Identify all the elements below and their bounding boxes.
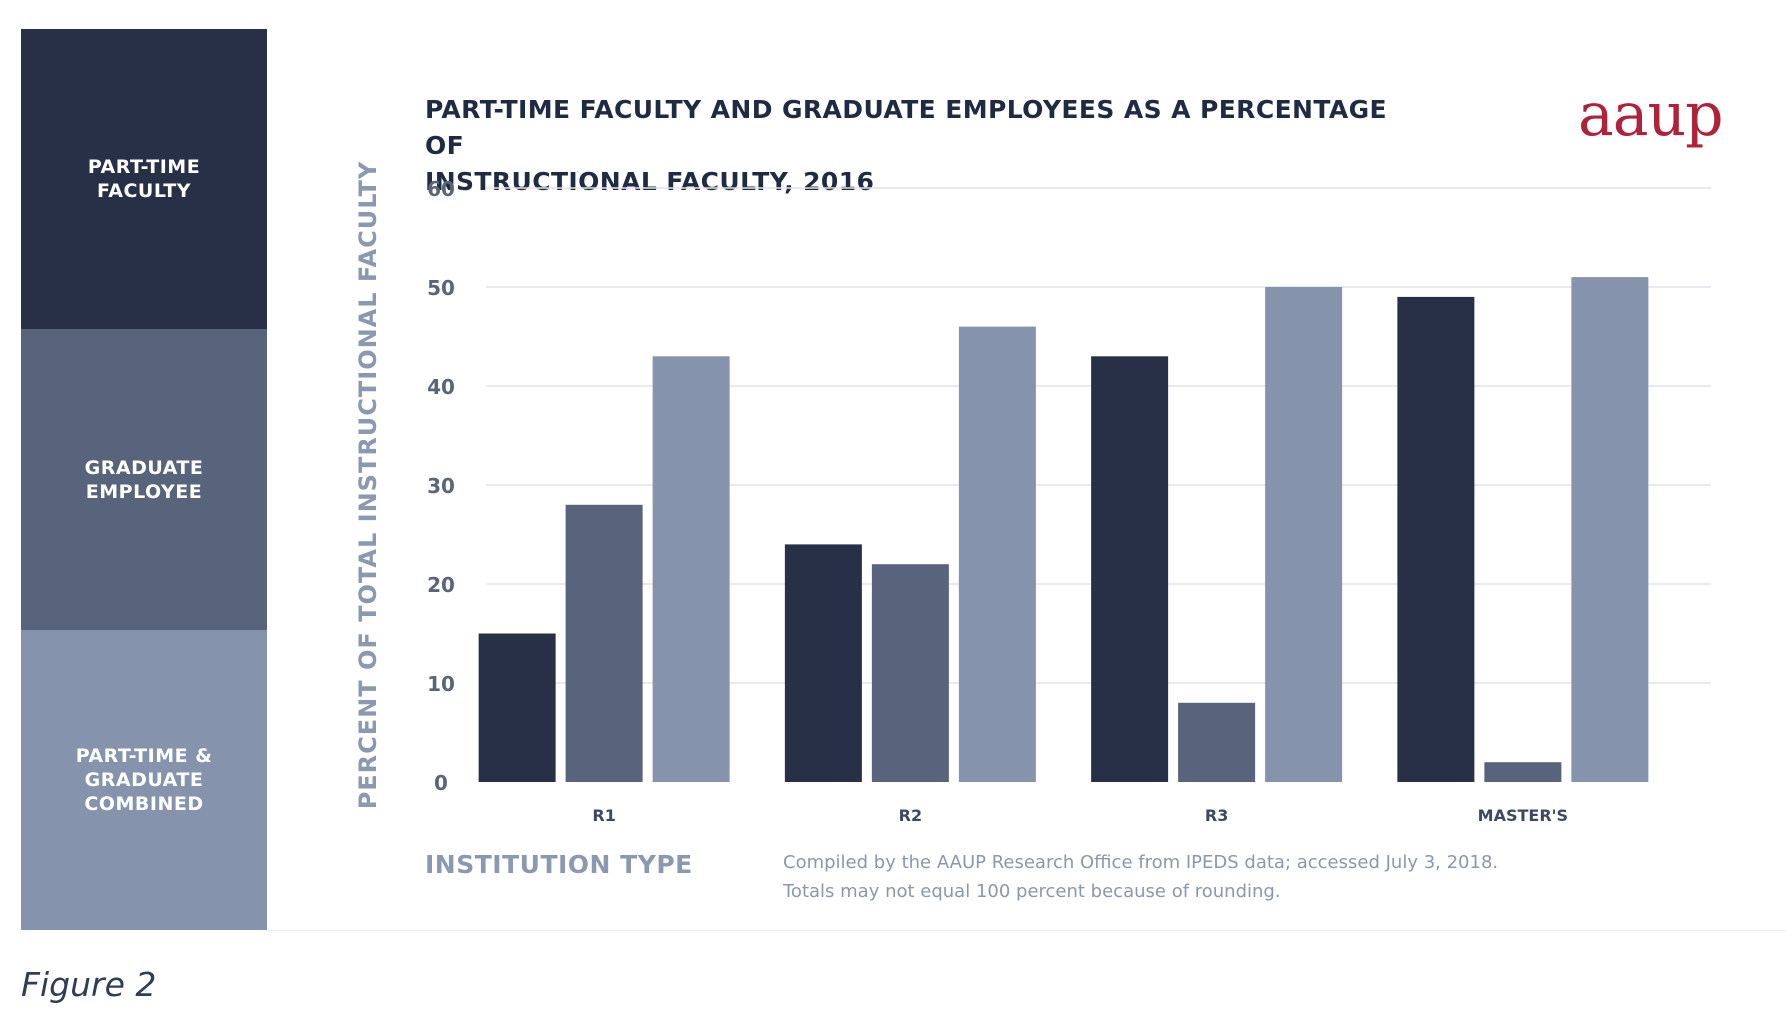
x-axis-title: INSTITUTION TYPE xyxy=(425,850,693,879)
bar xyxy=(1091,356,1169,782)
legend-label: PART-TIME & GRADUATE COMBINED xyxy=(75,745,213,815)
bar xyxy=(1484,762,1562,782)
y-tick-label: 40 xyxy=(427,375,455,399)
bar xyxy=(565,504,643,782)
bar xyxy=(478,633,556,782)
legend-label: PART-TIME FACULTY xyxy=(87,156,201,202)
bar xyxy=(784,544,862,782)
y-tick-label: 50 xyxy=(427,276,455,300)
source-note: Compiled by the AAUP Research Office fro… xyxy=(783,852,1499,902)
legend-label: GRADUATE EMPLOYEE xyxy=(84,456,204,503)
bar xyxy=(1178,702,1256,782)
y-tick-label: 10 xyxy=(427,672,455,696)
x-tick-label: R2 xyxy=(899,806,922,825)
chart-title: PART-TIME FACULTY AND GRADUATE EMPLOYEES… xyxy=(425,95,1388,196)
y-tick-label: 30 xyxy=(427,474,455,498)
bar xyxy=(871,564,949,782)
x-tick-label: MASTER'S xyxy=(1478,806,1568,825)
legend-item-part-time-faculty: PART-TIME FACULTY xyxy=(21,29,267,329)
bar xyxy=(652,356,730,782)
x-tick-label: R1 xyxy=(592,806,615,825)
bar xyxy=(1265,287,1343,782)
bar xyxy=(1571,277,1649,782)
y-axis-title: PERCENT OF TOTAL INSTRUCTIONAL FACULTY xyxy=(354,161,382,810)
bar xyxy=(1397,296,1475,782)
bar xyxy=(958,326,1036,782)
brand-logo: aaup xyxy=(1578,80,1724,150)
legend-item-combined: PART-TIME & GRADUATE COMBINED xyxy=(21,630,267,930)
legend: PART-TIME FACULTY GRADUATE EMPLOYEE PART… xyxy=(21,29,267,930)
bar-chart: 0 10 20 30 40 50 60 PERCENT OF TOTAL INSTRUCTIO… xyxy=(354,161,1711,825)
legend-item-graduate-employee: GRADUATE EMPLOYEE xyxy=(21,329,267,630)
figure-caption: Figure 2 xyxy=(21,965,157,1004)
x-tick-label: R3 xyxy=(1205,806,1228,825)
divider xyxy=(267,930,1786,931)
y-tick-label: 20 xyxy=(427,573,455,597)
y-tick-label: 60 xyxy=(427,177,455,201)
y-tick-label: 0 xyxy=(434,771,448,795)
